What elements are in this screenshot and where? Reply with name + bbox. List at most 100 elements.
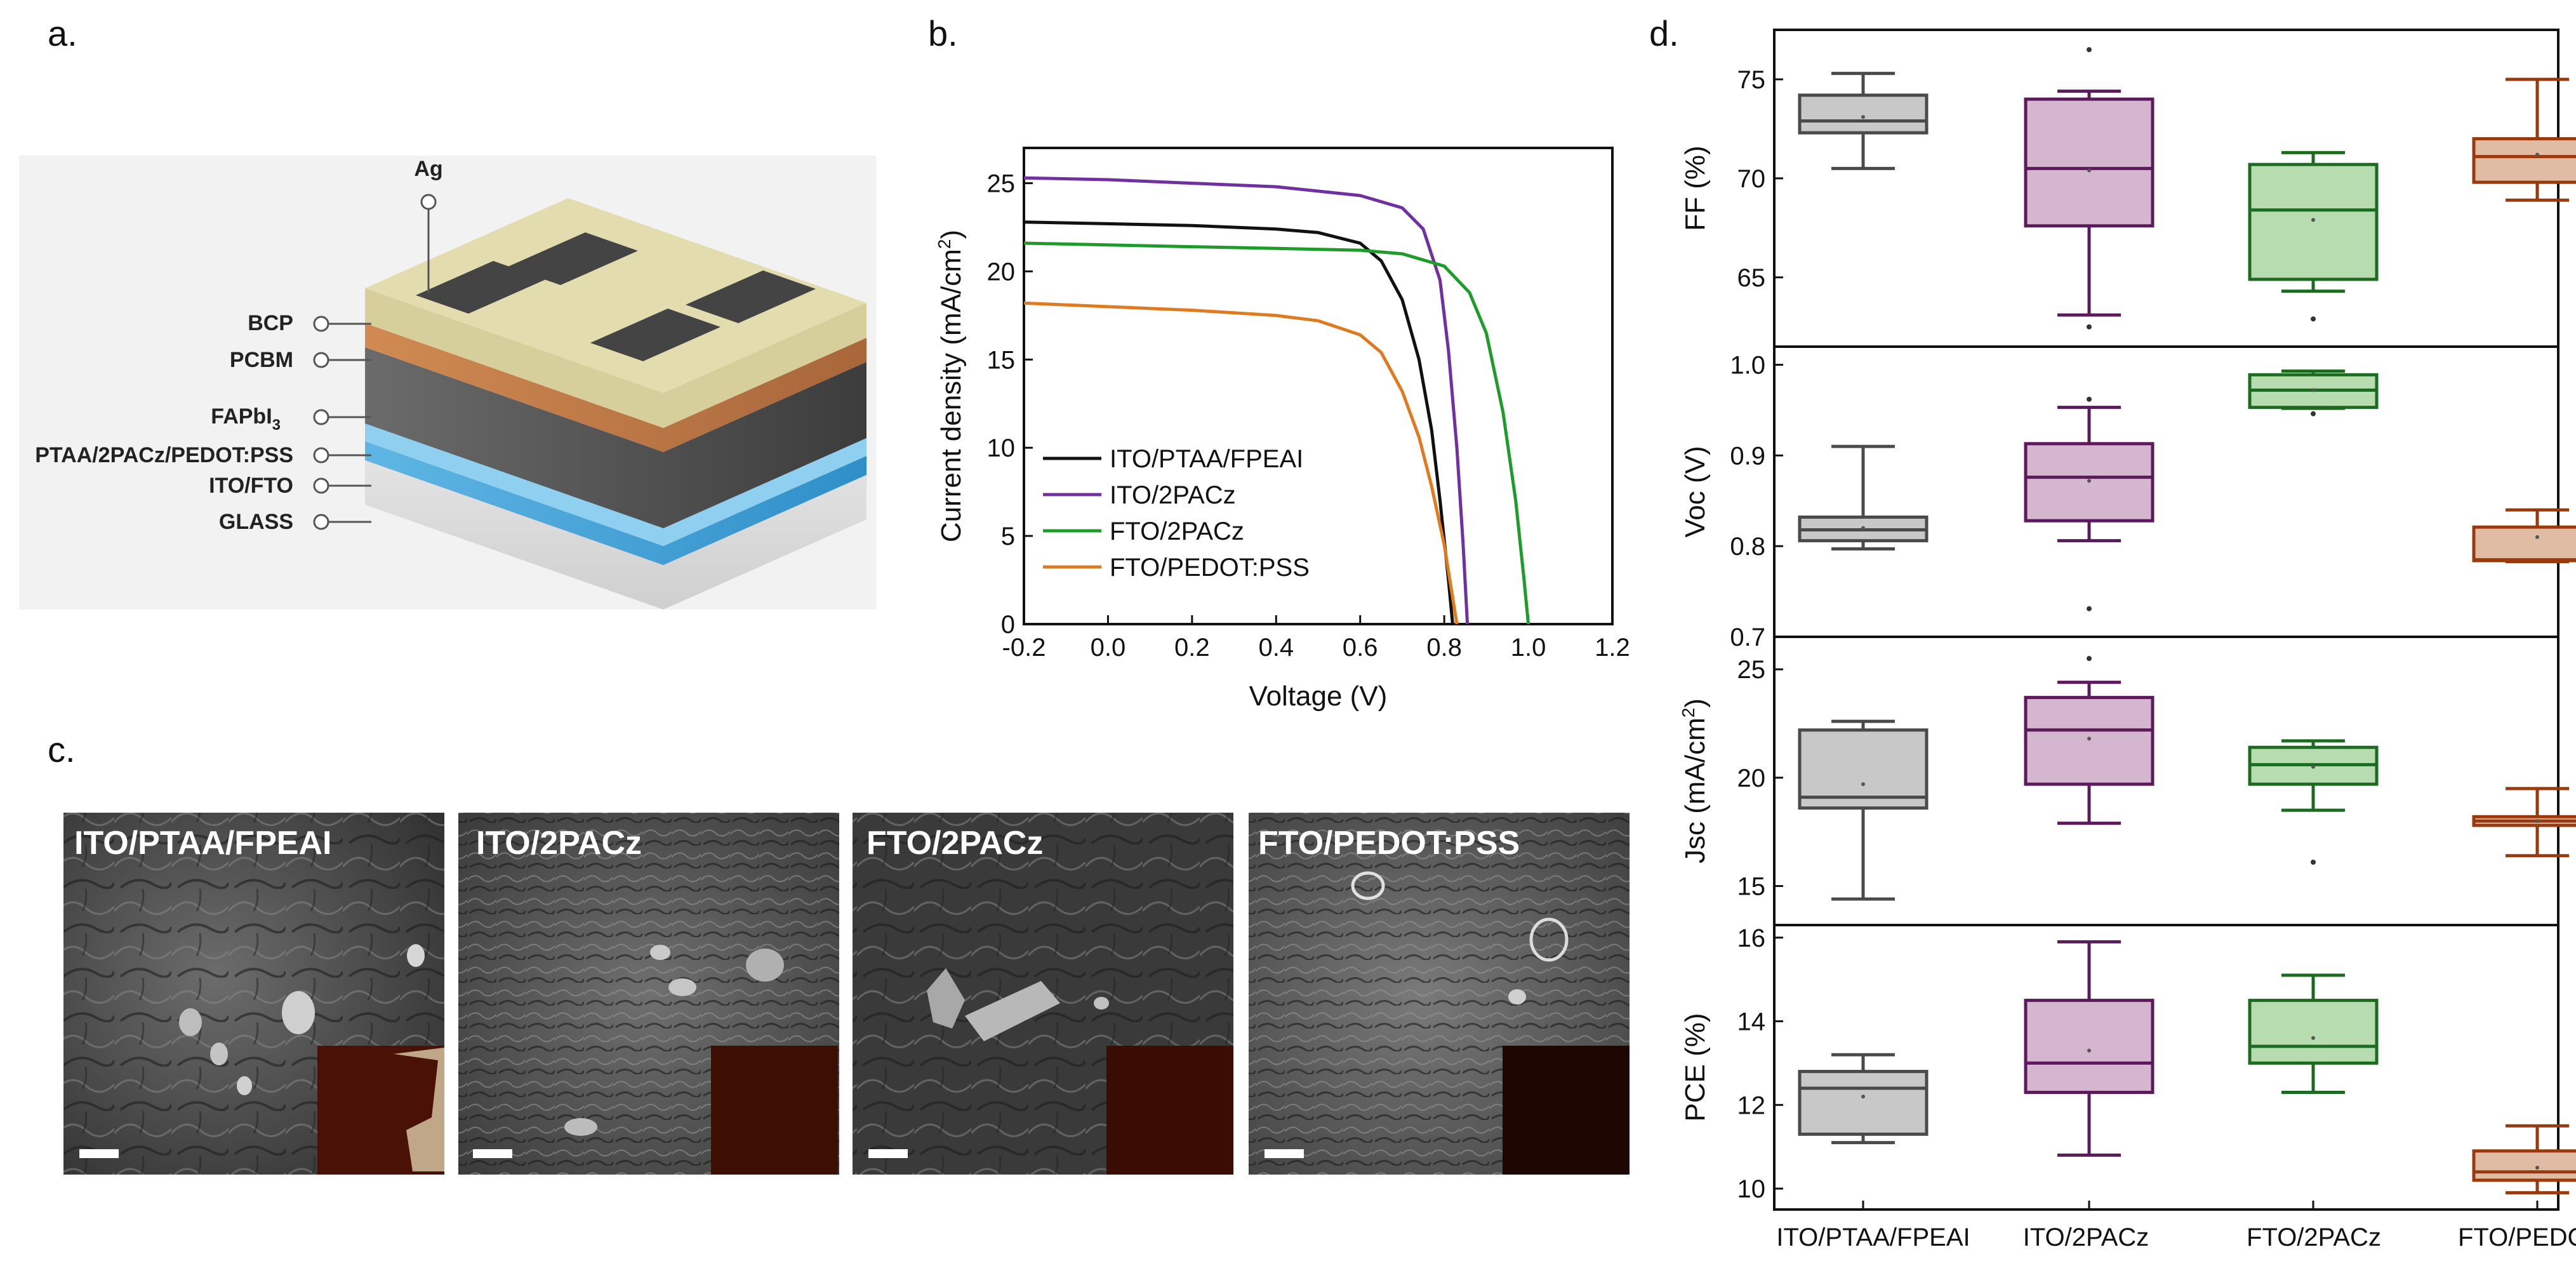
mean-marker xyxy=(1861,115,1865,119)
y-tick-label: 75 xyxy=(1737,66,1766,94)
layer-htl xyxy=(365,423,866,546)
afm-inset xyxy=(1503,1046,1630,1175)
y-tick-label: 0.9 xyxy=(1730,442,1765,470)
outlier-point xyxy=(2087,606,2092,611)
box-3 xyxy=(2248,739,2379,865)
sem-label: ITO/PTAA/FPEAI xyxy=(74,825,331,862)
mean-marker xyxy=(2087,168,2091,173)
category-label: ITO/2PACz xyxy=(2023,1223,2149,1251)
box-2 xyxy=(2024,940,2154,1157)
sem-image-fto-pedot-pss: FTO/PEDOT:PSS xyxy=(1249,813,1630,1175)
layer-label-pcbm: PCBM xyxy=(230,348,293,372)
layer-label-glass: GLASS xyxy=(219,510,293,534)
y-tick-label: 0.8 xyxy=(1730,533,1765,561)
mean-marker xyxy=(2311,388,2315,392)
scale-bar xyxy=(868,1149,908,1158)
x-tick-label: -0.2 xyxy=(1002,634,1046,662)
box-iqr xyxy=(2024,999,2154,1095)
sem-image-fto-2pacz: FTO/2PACz xyxy=(853,813,1233,1175)
sem-images: ITO/PTAA/FPEAI ITO/2PACz FTO/2PACz xyxy=(63,813,1630,1175)
layer-label-htl: PTAA/2PACz/PEDOT:PSS xyxy=(35,443,293,467)
box-1 xyxy=(1798,719,1929,901)
mean-marker xyxy=(1861,782,1865,787)
outlier-point xyxy=(2311,316,2316,322)
box-iqr xyxy=(1798,1070,1929,1136)
outlier-point xyxy=(2087,396,2092,402)
layer-label-ito-fto: ITO/FTO xyxy=(209,474,293,498)
box-iqr xyxy=(2248,163,2379,281)
mean-marker xyxy=(2535,819,2539,823)
box-2 xyxy=(2024,47,2154,330)
box-1 xyxy=(1798,72,1929,170)
plot-frame xyxy=(1023,147,1614,625)
box-iqr xyxy=(2024,696,2154,786)
series-line-1 xyxy=(1023,220,1454,625)
box-3 xyxy=(2248,370,2379,417)
y-tick-label: 15 xyxy=(987,346,1016,374)
y-tick-label: 16 xyxy=(1737,924,1766,952)
y-tick-label: 0.7 xyxy=(1730,623,1765,651)
scale-bar xyxy=(473,1149,512,1158)
box-iqr xyxy=(1798,93,1929,135)
y-tick-label: 20 xyxy=(987,258,1016,286)
box-4 xyxy=(2472,1124,2576,1195)
box-iqr xyxy=(2248,999,2379,1065)
sem-image-ito-ptaa-fpeai: ITO/PTAA/FPEAI xyxy=(63,813,444,1175)
y-tick-label: 0 xyxy=(1001,611,1015,639)
legend-label: FTO/PEDOT:PSS xyxy=(1110,554,1310,582)
subplot-frame xyxy=(1773,924,2559,1211)
layer-bcp xyxy=(365,288,866,428)
mean-marker xyxy=(2311,764,2315,769)
outlier-point xyxy=(2311,411,2316,417)
y-tick-label: 70 xyxy=(1737,165,1766,193)
box-iqr xyxy=(2472,525,2576,563)
legend-label: ITO/2PACz xyxy=(1110,481,1236,509)
x-tick-label: 0.6 xyxy=(1343,634,1378,662)
mean-marker xyxy=(2535,535,2539,539)
x-tick-label: 0.2 xyxy=(1174,634,1210,662)
panel-label-d: d. xyxy=(1649,13,1679,53)
layer-glass xyxy=(365,460,866,610)
series-line-3 xyxy=(1023,241,1530,625)
box-4 xyxy=(2472,787,2576,858)
outlier-point xyxy=(2087,47,2092,53)
y-axis-label: Voc (V) xyxy=(1680,446,1711,537)
mean-marker xyxy=(2311,218,2315,222)
x-tick-label: 1.2 xyxy=(1595,634,1630,662)
x-axis-label: Voltage (V) xyxy=(1249,681,1388,712)
y-tick-label: 10 xyxy=(987,434,1016,462)
mean-marker xyxy=(2087,479,2091,483)
box-4 xyxy=(2472,77,2576,202)
box-iqr xyxy=(2024,97,2154,228)
afm-inset xyxy=(711,1046,838,1175)
box-chart: 65 70 75 FF (%) 0.7 0.8 0.9 1.0 Voc (V) 15 20 25 Jsc… xyxy=(1678,29,2576,1251)
category-label: FTO/PEDOT:PSS xyxy=(2458,1223,2576,1251)
subplot-frame xyxy=(1773,29,2559,348)
panel-label-c: c. xyxy=(48,730,76,770)
box-iqr xyxy=(1798,728,1929,810)
legend-label: ITO/PTAA/FPEAI xyxy=(1110,445,1303,473)
box-1 xyxy=(1798,444,1929,550)
mean-marker xyxy=(1861,526,1865,530)
layer-labels: BCP PCBM FAPbI3 PTAA/2PACz/PEDOT:PSS ITO… xyxy=(35,311,371,534)
device-schematic: Ag BCP PCBM FAPbI3 PTAA/2PACz/PEDOT:PSS … xyxy=(19,156,876,610)
mean-marker xyxy=(2535,1166,2539,1170)
panel-label-a: a. xyxy=(48,13,77,53)
box-iqr xyxy=(2472,137,2576,184)
y-tick-label: 65 xyxy=(1737,264,1766,292)
y-tick-label: 15 xyxy=(1737,873,1766,901)
y-tick-label: 14 xyxy=(1737,1008,1766,1036)
series-line-4 xyxy=(1023,301,1459,625)
layer-label-fapbi3: FAPbI3 xyxy=(211,404,281,434)
layer-label-bcp: BCP xyxy=(248,311,293,335)
x-tick-label: 0.0 xyxy=(1091,634,1126,662)
ag-electrode xyxy=(416,261,546,314)
y-tick-label: 25 xyxy=(1737,656,1766,684)
sem-label: ITO/2PACz xyxy=(476,825,642,862)
panel-label-b: b. xyxy=(928,13,958,53)
y-tick-label: 25 xyxy=(987,170,1016,198)
legend-label: FTO/2PACz xyxy=(1110,517,1244,545)
layer-top-face xyxy=(365,198,866,393)
mean-marker xyxy=(2311,1036,2315,1040)
